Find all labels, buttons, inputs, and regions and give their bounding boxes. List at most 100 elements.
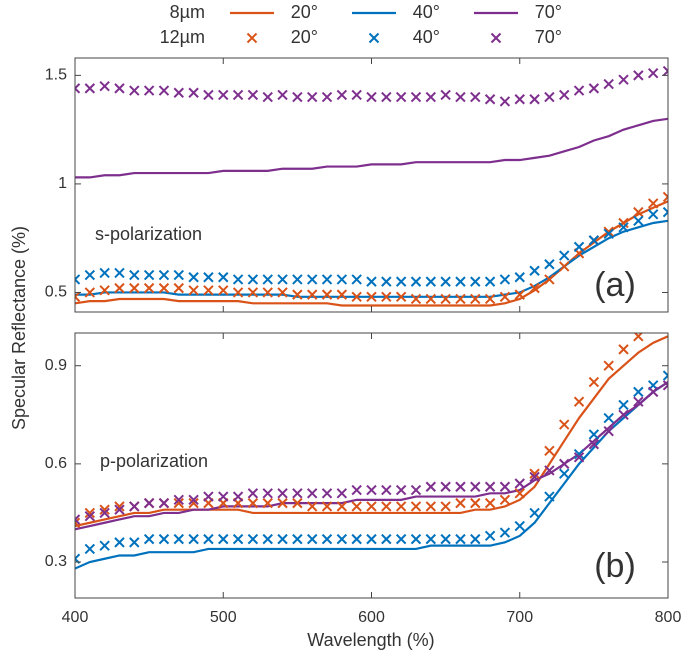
cross-marker — [84, 507, 96, 519]
plot-area — [75, 333, 668, 570]
cross-marker — [588, 83, 600, 94]
cross-marker — [559, 89, 570, 101]
series-line — [75, 381, 668, 570]
cross-marker — [425, 481, 437, 492]
cross-marker — [633, 206, 644, 218]
cross-marker — [114, 501, 125, 512]
cross-marker — [381, 501, 392, 512]
cross-marker — [277, 488, 288, 499]
cross-marker — [292, 488, 303, 499]
panel-label: (a) — [594, 266, 636, 304]
cross-marker — [99, 507, 110, 519]
cross-marker — [366, 484, 377, 496]
cross-marker — [232, 89, 244, 101]
cross-marker — [544, 91, 555, 103]
cross-marker — [114, 83, 125, 94]
cross-marker — [188, 285, 199, 296]
cross-marker — [277, 533, 288, 545]
cross-marker — [559, 468, 570, 479]
cross-marker — [425, 533, 437, 545]
cross-marker — [366, 291, 377, 303]
cross-marker — [544, 491, 555, 502]
series-line — [75, 381, 668, 531]
cross-marker — [529, 265, 540, 276]
cross-marker — [559, 458, 570, 470]
cross-marker — [232, 533, 244, 545]
cross-marker — [603, 360, 614, 371]
cross-marker — [484, 530, 496, 542]
cross-marker — [559, 261, 570, 272]
cross-marker — [410, 501, 422, 512]
cross-marker — [306, 274, 318, 285]
legend-label: 70° — [535, 2, 562, 22]
cross-marker — [277, 89, 288, 101]
cross-marker — [455, 533, 466, 545]
cross-marker — [247, 287, 259, 298]
x-tick-label: 600 — [358, 609, 385, 626]
cross-marker — [143, 269, 155, 281]
cross-marker — [529, 282, 540, 294]
cross-marker — [351, 274, 362, 285]
cross-marker — [588, 429, 600, 440]
cross-marker — [188, 87, 199, 98]
cross-marker — [203, 89, 214, 101]
cross-marker — [262, 533, 273, 545]
cross-marker — [321, 274, 333, 285]
cross-marker — [395, 276, 407, 287]
cross-marker — [173, 497, 184, 509]
x-axis-label: Wavelength (%) — [307, 630, 434, 650]
cross-marker — [647, 386, 659, 398]
cross-marker — [603, 425, 614, 437]
cross-marker — [143, 282, 155, 294]
polarization-label: s-polarization — [95, 224, 202, 244]
cross-marker — [321, 488, 333, 499]
cross-marker — [114, 282, 125, 294]
cross-marker — [247, 497, 259, 509]
cross-marker — [292, 497, 303, 509]
cross-marker — [470, 293, 481, 305]
cross-marker — [262, 287, 273, 298]
cross-marker — [158, 533, 170, 545]
x-tick-label: 700 — [506, 609, 533, 626]
y-tick-label: 1.5 — [45, 67, 67, 84]
plot-area — [75, 65, 668, 307]
cross-marker — [514, 488, 525, 499]
cross-marker — [470, 91, 481, 103]
cross-marker — [440, 501, 451, 512]
cross-marker — [484, 481, 496, 492]
cross-marker — [514, 272, 525, 283]
cross-marker — [306, 488, 318, 499]
cross-marker — [262, 497, 273, 509]
cross-marker — [440, 89, 451, 101]
y-tick-label: 0.9 — [45, 357, 67, 374]
cross-marker — [588, 235, 600, 246]
cross-marker — [662, 380, 668, 391]
cross-marker — [633, 70, 644, 81]
cross-marker — [188, 494, 199, 506]
cross-marker — [351, 484, 362, 496]
cross-marker — [321, 91, 333, 103]
cross-marker — [603, 226, 614, 237]
cross-marker — [499, 527, 511, 538]
cross-marker — [173, 87, 184, 98]
cross-marker — [292, 274, 303, 285]
cross-marker — [188, 533, 199, 545]
cross-marker — [306, 91, 318, 103]
cross-marker — [99, 81, 110, 92]
cross-marker — [514, 520, 525, 532]
cross-marker — [618, 217, 629, 229]
cross-marker — [306, 289, 318, 300]
legend-row-label: 12µm — [160, 27, 205, 47]
cross-marker — [514, 478, 525, 489]
cross-marker — [262, 274, 273, 285]
cross-marker — [75, 274, 81, 285]
cross-marker — [499, 481, 511, 492]
cross-marker — [455, 91, 466, 103]
cross-marker — [143, 533, 155, 545]
cross-marker — [99, 504, 110, 515]
cross-marker — [99, 267, 110, 279]
cross-marker — [114, 267, 125, 279]
cross-marker — [470, 497, 481, 509]
cross-marker — [173, 269, 184, 281]
